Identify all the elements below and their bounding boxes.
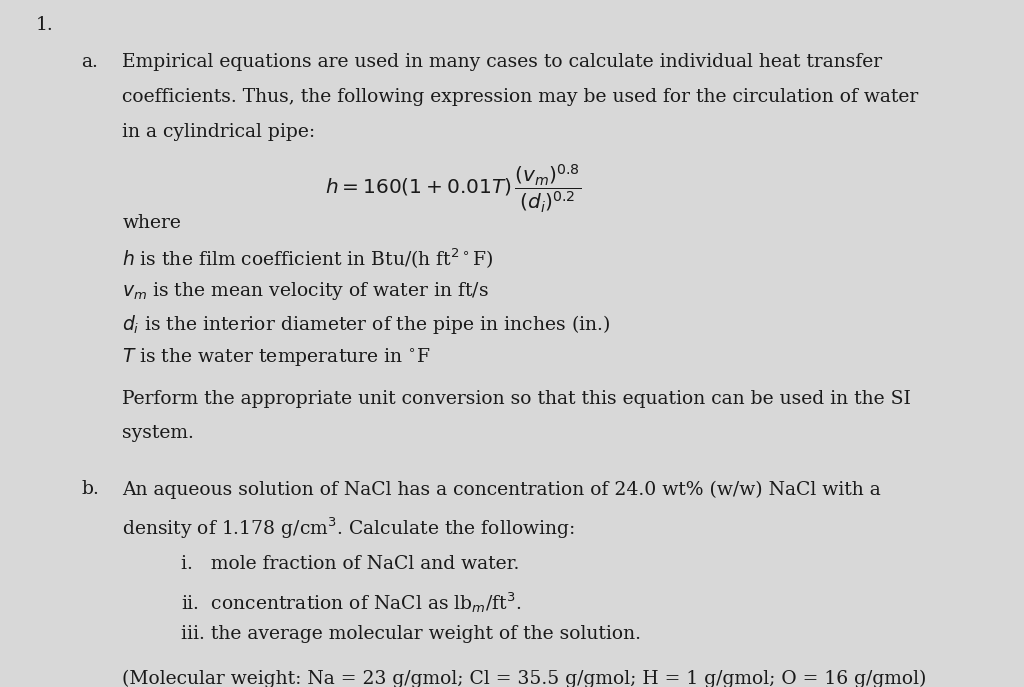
- Text: $h$ is the film coefficient in Btu/(h ft$^{2\circ}$F): $h$ is the film coefficient in Btu/(h ft…: [122, 247, 494, 271]
- Text: density of 1.178 g/cm$^3$. Calculate the following:: density of 1.178 g/cm$^3$. Calculate the…: [122, 515, 575, 541]
- Text: b.: b.: [82, 480, 99, 499]
- Text: iii. the average molecular weight of the solution.: iii. the average molecular weight of the…: [181, 624, 641, 642]
- Text: Perform the appropriate unit conversion so that this equation can be used in the: Perform the appropriate unit conversion …: [122, 390, 911, 407]
- Text: $T$ is the water temperature in $^{\circ}$F: $T$ is the water temperature in $^{\circ…: [122, 346, 431, 368]
- Text: $h = 160(1 + 0.01T)\,\dfrac{(v_m)^{0.8}}{(d_i)^{0.2}}$: $h = 160(1 + 0.01T)\,\dfrac{(v_m)^{0.8}}…: [325, 163, 581, 215]
- Text: where: where: [122, 214, 181, 232]
- Text: system.: system.: [122, 425, 195, 442]
- Text: a.: a.: [82, 54, 98, 71]
- Text: in a cylindrical pipe:: in a cylindrical pipe:: [122, 123, 315, 141]
- Text: (Molecular weight: Na = 23 g/gmol; Cl = 35.5 g/gmol; H = 1 g/gmol; O = 16 g/gmol: (Molecular weight: Na = 23 g/gmol; Cl = …: [122, 670, 927, 687]
- Text: $v_m$ is the mean velocity of water in ft/s: $v_m$ is the mean velocity of water in f…: [122, 280, 489, 302]
- Text: ii.  concentration of NaCl as lb$_m$/ft$^3$.: ii. concentration of NaCl as lb$_m$/ft$^…: [181, 590, 521, 615]
- Text: Empirical equations are used in many cases to calculate individual heat transfer: Empirical equations are used in many cas…: [122, 54, 883, 71]
- Text: i.   mole fraction of NaCl and water.: i. mole fraction of NaCl and water.: [181, 555, 519, 573]
- Text: coefficients. Thus, the following expression may be used for the circulation of : coefficients. Thus, the following expres…: [122, 88, 919, 106]
- Text: An aqueous solution of NaCl has a concentration of 24.0 wt% (w/w) NaCl with a: An aqueous solution of NaCl has a concen…: [122, 480, 881, 499]
- Text: 1.: 1.: [36, 16, 54, 34]
- Text: $d_i$ is the interior diameter of the pipe in inches (in.): $d_i$ is the interior diameter of the pi…: [122, 313, 610, 336]
